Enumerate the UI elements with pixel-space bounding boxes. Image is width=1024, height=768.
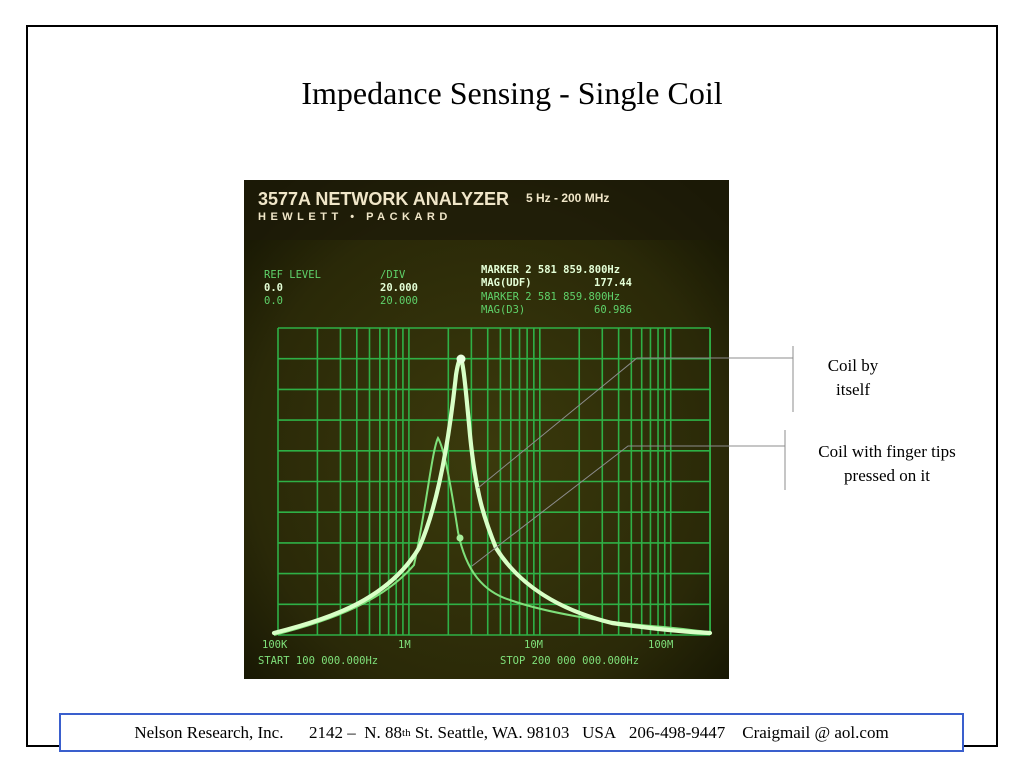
footer-email: Craigmail @ aol.com: [742, 722, 889, 742]
callout-coil-alone-line2: itself: [836, 380, 870, 399]
footer-country: USA: [582, 722, 617, 742]
stop-frequency: STOP 200 000 000.000Hz: [500, 655, 639, 667]
mag-label-1: MAG(UDF): [481, 277, 532, 289]
bezel-top: [244, 180, 729, 240]
mag-label-2: MAG(D3): [481, 304, 525, 316]
x-label-1m: 1M: [398, 639, 411, 651]
footer-street-prefix: 2142 – N. 88: [308, 722, 403, 742]
analyzer-range-label: 5 Hz - 200 MHz: [526, 191, 609, 205]
start-frequency: START 100 000.000Hz: [258, 655, 378, 667]
ref-level-label: REF LEVEL: [264, 269, 321, 281]
x-axis-labels: 100K 1M 10M 100M START 100 000.000Hz STO…: [258, 639, 673, 667]
ref-level-value-2: 0.0: [264, 295, 283, 307]
div-value-1: 20.000: [380, 282, 418, 294]
x-label-100k: 100K: [262, 639, 288, 651]
analyzer-brand-label: HEWLETT • PACKARD: [258, 211, 452, 223]
network-analyzer-photo: 3577A NETWORK ANALYZER 5 Hz - 200 MHz HE…: [244, 180, 729, 679]
slide-title: Impedance Sensing - Single Coil: [301, 75, 723, 111]
marker-readout-2: MARKER 2 581 859.800Hz: [481, 291, 620, 303]
mag-value-2: 60.986: [594, 304, 632, 316]
mag-value-1: 177.44: [594, 277, 632, 289]
callout-coil-alone: Coil by itself: [800, 354, 906, 402]
ref-level-value-1: 0.0: [264, 282, 283, 294]
marker-dot-finger: [456, 534, 464, 542]
callout-coil-alone-line1: Coil by: [827, 356, 879, 375]
div-label: /DIV: [380, 269, 406, 281]
footer-street-rest: St. Seattle, WA. 98103: [410, 722, 570, 742]
trace-coil-alone: [271, 356, 713, 636]
readout-block: REF LEVEL /DIV 0.0 20.000 0.0 20.000 MAR…: [264, 264, 632, 316]
marker-dot-alone: [456, 354, 466, 364]
x-label-100m: 100M: [648, 639, 673, 651]
marker-readout-1: MARKER 2 581 859.800Hz: [481, 264, 620, 276]
footer-company: Nelson Research, Inc.: [134, 722, 284, 742]
callout-coil-finger-line1: Coil with finger tips: [818, 442, 956, 461]
x-label-10m: 10M: [524, 639, 543, 651]
div-value-2: 20.000: [380, 295, 418, 307]
callout-coil-finger-line2: pressed on it: [844, 466, 930, 485]
callout-coil-finger: Coil with finger tips pressed on it: [796, 440, 978, 488]
footer-phone: 206-498-9447: [628, 722, 726, 742]
analyzer-model-label: 3577A NETWORK ANALYZER: [258, 189, 509, 209]
